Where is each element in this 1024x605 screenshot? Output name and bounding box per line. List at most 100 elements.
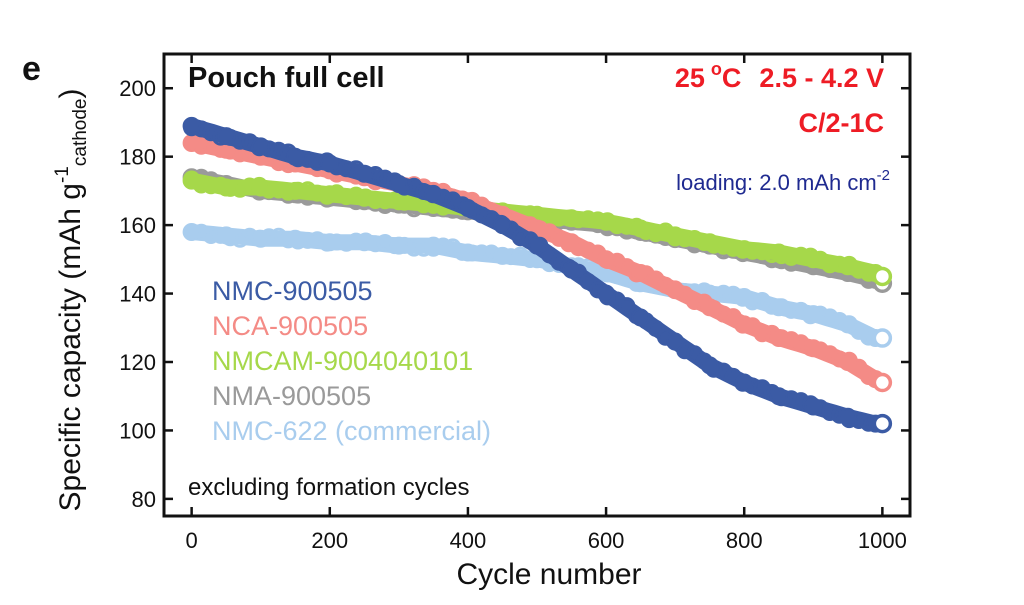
data-point (389, 175, 408, 193)
data-point (631, 264, 650, 282)
data-point (270, 227, 288, 245)
data-point (355, 164, 374, 183)
y-tick-label: 140 (119, 282, 156, 307)
data-point (511, 229, 529, 247)
data-point (511, 246, 529, 264)
data-point (618, 297, 636, 315)
legend-item: NCA-900505 (212, 311, 368, 341)
data-point (270, 181, 288, 199)
legend-item: NMCAM-9004040101 (212, 346, 473, 376)
legend-item: NMC-622 (commercial) (212, 416, 491, 446)
y-tick-label: 80 (132, 487, 156, 512)
data-point (735, 315, 754, 334)
y-tick-label: 160 (119, 213, 156, 238)
x-tick-label: 400 (450, 528, 487, 553)
data-point (631, 219, 650, 238)
data-point (355, 188, 374, 207)
x-tick-label: 800 (726, 528, 763, 553)
data-point (493, 216, 512, 235)
data-point (647, 225, 665, 243)
data-point (376, 169, 394, 187)
y-tick-label: 180 (119, 145, 156, 170)
data-point (182, 134, 201, 152)
data-point (804, 250, 823, 269)
axis-layer: 0 200 400 600 800 1000 80 100 120 140 160 180 200 (119, 54, 910, 553)
legend-item: NMA-900505 (212, 381, 371, 411)
temperature-voltage-label: 25 oC 2.5 - 4.2 V (675, 59, 884, 93)
rate-label: C/2-1C (798, 108, 884, 138)
end-point (872, 413, 893, 434)
legend: NMC-900505 NCA-900505 NMCAM-9004040101 NMA-… (212, 276, 491, 446)
data-point (528, 236, 546, 255)
y-axis-title-sub: cathode (70, 99, 91, 167)
data-point (597, 250, 616, 269)
data-point (700, 356, 719, 375)
data-point (597, 212, 616, 231)
data-point (320, 154, 339, 173)
data-point (337, 188, 355, 206)
data-point (458, 199, 477, 217)
data-point (735, 288, 754, 306)
data-point (753, 325, 771, 343)
data-point (597, 284, 616, 303)
degree-symbol: o (711, 59, 722, 79)
data-point (647, 319, 665, 337)
data-point (838, 353, 857, 371)
formation-note: excluding formation cycles (188, 474, 469, 501)
data-point (666, 226, 685, 245)
data-point (562, 209, 581, 228)
data-point (389, 236, 408, 255)
data-point (458, 243, 477, 262)
y-tick-label: 120 (119, 350, 156, 375)
data-point (804, 339, 823, 358)
x-tick-label: 200 (311, 528, 348, 553)
data-point (182, 116, 201, 135)
data-point (804, 305, 823, 324)
data-point (251, 178, 270, 197)
series-nmc-900505 (182, 116, 893, 434)
data-point (735, 373, 754, 392)
data-point (286, 147, 305, 166)
panel-letter: e (22, 50, 41, 88)
data-point (821, 404, 839, 421)
y-axis-title-main: Specific capacity (mAh g (54, 183, 87, 511)
loading-label: loading: 2.0 mAh cm-2 (676, 167, 890, 195)
data-point (251, 229, 270, 248)
data-point (700, 233, 719, 252)
x-tick-label: 600 (588, 528, 625, 553)
data-point (676, 342, 694, 360)
y-tick-label: 200 (119, 76, 156, 101)
data-point (666, 332, 685, 351)
data-point (753, 243, 771, 261)
y-axis-title-close: ) (54, 89, 87, 99)
data-point (493, 246, 512, 265)
data-point (821, 308, 839, 326)
x-tick-label: 1000 (858, 528, 907, 553)
x-axis-title: Cycle number (456, 558, 641, 591)
legend-item: NMC-900505 (212, 276, 373, 306)
data-point (286, 181, 305, 200)
y-axis-title-sup: -1 (52, 166, 73, 183)
data-point (182, 171, 201, 190)
data-point (389, 192, 408, 211)
data-point (804, 397, 823, 416)
data-point (769, 298, 788, 317)
x-tick-label: 0 (186, 528, 198, 553)
end-point (872, 266, 893, 287)
data-point (821, 256, 839, 274)
data-point (562, 260, 581, 279)
voltage-range: 2.5 - 4.2 V (759, 63, 884, 93)
data-point (424, 185, 443, 204)
data-point (473, 206, 491, 224)
data-point (251, 137, 270, 156)
data-point (579, 210, 597, 228)
data-point (769, 387, 788, 406)
data-point (631, 308, 650, 327)
data-point (270, 141, 288, 159)
y-tick-label: 100 (119, 418, 156, 443)
y-axis-title: Specific capacity (mAh g-1cathode) (52, 89, 91, 512)
end-point (872, 328, 893, 348)
data-point (337, 160, 355, 178)
